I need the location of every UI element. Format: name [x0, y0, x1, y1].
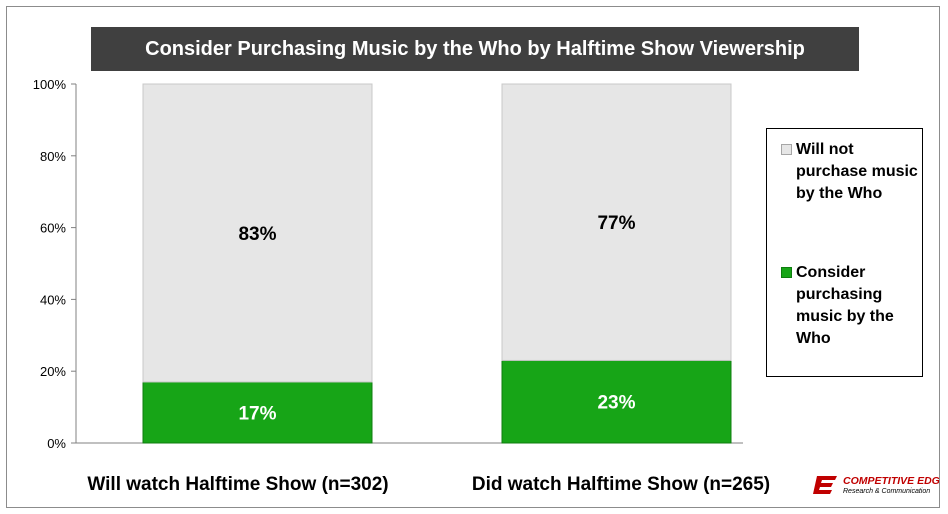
legend-swatch-consider-purchasing	[781, 267, 792, 278]
bar-segment-consider-2	[501, 359, 732, 444]
y-tick-label: 60%	[40, 221, 66, 236]
data-label: 17%	[238, 403, 276, 424]
x-category-label: Did watch Halftime Show (n=265)	[472, 474, 770, 495]
x-axis-categories: Will watch Halftime Show (n=302) Did watc…	[87, 474, 770, 495]
chart-title: Consider Purchasing Music by the Who by …	[91, 27, 859, 71]
y-tick-label: 0%	[47, 436, 66, 451]
data-label: 23%	[597, 393, 635, 414]
legend-label-consider-purchasing: Consider purchasing music by the Who	[796, 264, 894, 347]
y-tick-label: 20%	[40, 364, 66, 379]
bar-segment-will-not-2	[501, 83, 732, 361]
competitive-edge-logo: COMPETITIVE EDGE Research & Communicatio…	[813, 475, 939, 495]
data-label: 77%	[597, 213, 635, 234]
legend-item-consider-purchasing: Consider purchasing music by the Who	[781, 262, 919, 350]
logo-subtitle: Research & Communication	[843, 488, 930, 495]
bar-segment-consider-1	[142, 381, 373, 444]
legend-item-will-not-purchase: Will not purchase music by the Who	[781, 139, 919, 205]
x-category-label: Will watch Halftime Show (n=302)	[87, 474, 388, 495]
y-tick-label: 100%	[33, 77, 67, 92]
y-tick-label: 40%	[40, 292, 66, 307]
legend-swatch-will-not-purchase	[781, 144, 792, 155]
logo-title: COMPETITIVE EDGE	[843, 475, 939, 487]
bars: 17% 83% 23% 77%	[142, 83, 732, 444]
data-label: 83%	[238, 224, 276, 245]
logo-mark-icon	[813, 476, 837, 494]
bar-segment-will-not-1	[142, 83, 373, 383]
legend: Will not purchase music by the Who Consi…	[766, 128, 923, 377]
legend-label-will-not-purchase: Will not purchase music by the Who	[796, 141, 918, 202]
y-tick-label: 80%	[40, 149, 66, 164]
